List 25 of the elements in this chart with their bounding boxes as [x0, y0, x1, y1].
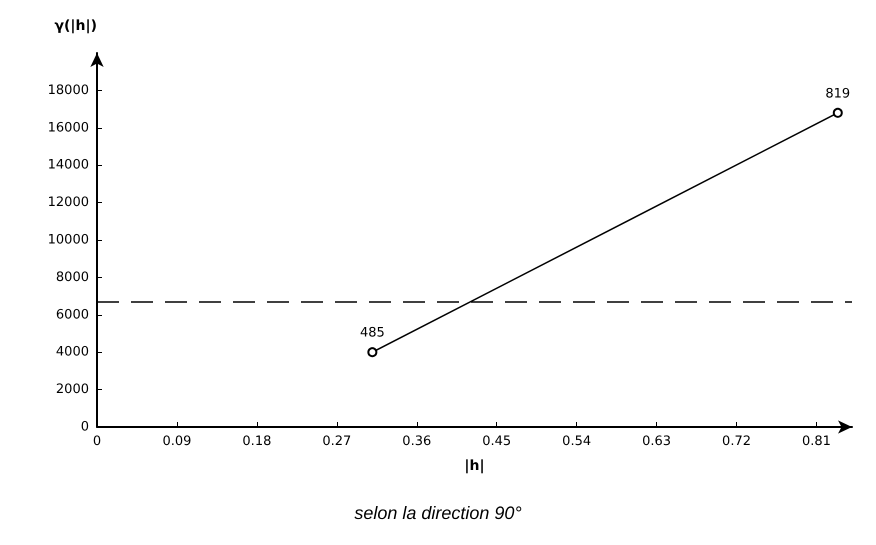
y-tick-label: 6000 — [56, 307, 89, 322]
x-axis-title: |h| — [464, 458, 485, 474]
x-tick-label: 0.63 — [642, 434, 672, 449]
x-tick-label: 0.72 — [722, 434, 752, 449]
x-tick-label: 0.36 — [402, 434, 432, 449]
y-tick-label: 12000 — [48, 195, 89, 210]
y-tick-label: 10000 — [48, 232, 89, 248]
x-tick-label: 0.27 — [322, 434, 352, 449]
x-tick-label: 0.45 — [482, 434, 512, 449]
text: selon la direction 90° — [354, 503, 522, 523]
annotation: 819 — [825, 86, 850, 102]
annotation: 485 — [360, 326, 385, 341]
y-tick-label: 8000 — [56, 270, 89, 285]
y-tick-label: 16000 — [48, 120, 89, 136]
y-tick-label: 0 — [80, 420, 89, 434]
x-tick-label: 0.18 — [242, 434, 272, 449]
y-tick-label: 14000 — [48, 158, 89, 173]
y-axis-title: γ(|h|) — [54, 18, 97, 34]
y-tick-label: 18000 — [48, 82, 89, 98]
y-tick-label: 2000 — [56, 382, 89, 398]
x-tick-label: 0.54 — [562, 434, 592, 449]
x-tick-label: 0.09 — [162, 434, 192, 449]
y-tick-label: 4000 — [56, 344, 89, 360]
x-tick-label: 0 — [92, 434, 102, 449]
x-tick-label: 0.81 — [802, 434, 831, 449]
